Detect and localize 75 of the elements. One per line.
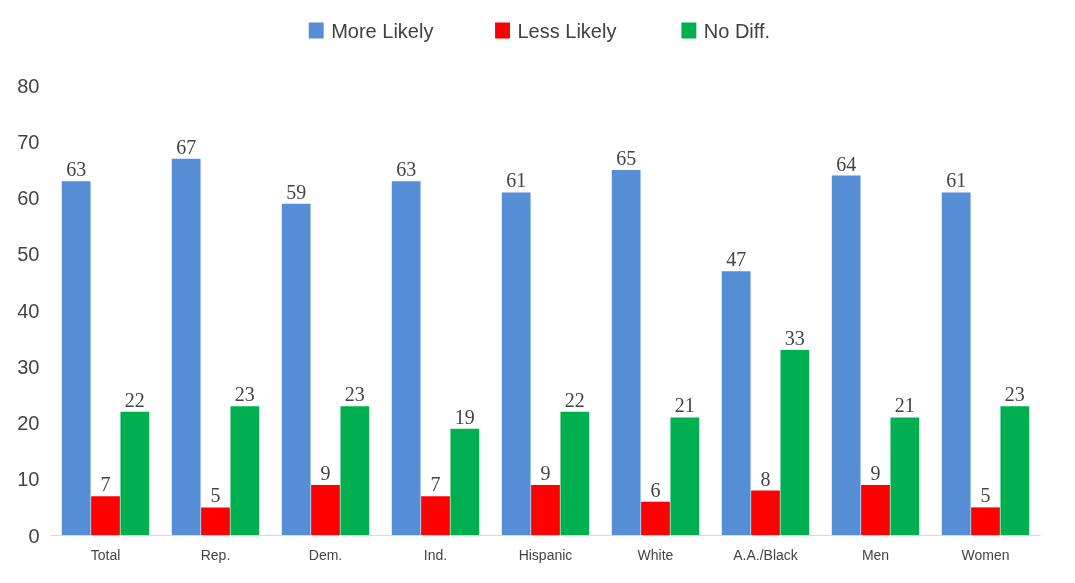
legend-label: No Diff. xyxy=(703,19,771,42)
bar xyxy=(1000,406,1030,536)
y-tick-label: 70 xyxy=(17,130,40,153)
bar xyxy=(501,192,531,536)
y-tick-label: 40 xyxy=(17,299,40,322)
data-label: 9 xyxy=(870,461,881,484)
data-label: 23 xyxy=(234,383,255,406)
bar xyxy=(721,271,751,536)
legend-label: Less Likely xyxy=(517,19,617,42)
bar xyxy=(450,428,480,536)
data-label: 7 xyxy=(430,473,441,496)
bar xyxy=(531,484,560,536)
bar xyxy=(311,484,340,536)
x-tick-label: Dem. xyxy=(308,546,343,563)
data-label: 21 xyxy=(674,394,695,417)
bar xyxy=(780,349,810,536)
bar xyxy=(91,496,120,536)
x-tick-label: White xyxy=(637,546,674,563)
bar xyxy=(281,203,311,536)
bar xyxy=(941,192,971,536)
data-label: 67 xyxy=(176,135,197,158)
bar xyxy=(391,181,421,536)
x-tick-label: Rep. xyxy=(200,546,231,563)
data-label: 21 xyxy=(894,394,915,417)
data-label: 61 xyxy=(506,169,527,192)
data-label: 33 xyxy=(784,326,805,349)
legend-label: More Likely xyxy=(331,19,434,42)
x-tick-label: Men xyxy=(861,546,890,563)
bar xyxy=(560,411,590,536)
x-tick-label: Total xyxy=(90,546,121,563)
bar xyxy=(171,158,201,536)
y-tick-label: 0 xyxy=(28,524,40,547)
bar xyxy=(61,181,91,536)
bar xyxy=(831,175,861,536)
bar xyxy=(971,507,1000,536)
bar xyxy=(670,417,700,536)
data-label: 23 xyxy=(344,383,365,406)
bar xyxy=(890,417,920,536)
bar xyxy=(611,169,641,536)
x-tick-label: Ind. xyxy=(423,546,448,563)
bar xyxy=(201,507,230,536)
data-label: 22 xyxy=(564,388,585,411)
bar xyxy=(751,490,780,536)
bar xyxy=(861,484,890,536)
bar xyxy=(120,411,150,536)
y-tick-label: 10 xyxy=(17,468,40,491)
data-label: 6 xyxy=(650,478,661,501)
data-label: 23 xyxy=(1004,383,1025,406)
data-label: 22 xyxy=(124,388,145,411)
data-label: 63 xyxy=(66,158,87,181)
data-label: 65 xyxy=(616,146,637,169)
x-tick-label: Women xyxy=(961,546,1010,563)
data-label: 9 xyxy=(540,461,551,484)
data-label: 19 xyxy=(454,405,475,428)
data-label: 63 xyxy=(396,158,417,181)
bar xyxy=(421,496,450,536)
bar xyxy=(641,501,670,536)
data-label: 7 xyxy=(100,473,111,496)
data-label: 5 xyxy=(210,484,221,507)
data-label: 5 xyxy=(980,484,991,507)
data-label: 64 xyxy=(836,152,857,175)
data-label: 59 xyxy=(286,180,307,203)
x-tick-label: Hispanic xyxy=(518,546,573,563)
data-label: 61 xyxy=(946,169,967,192)
data-label: 9 xyxy=(320,461,331,484)
data-label: 8 xyxy=(760,467,771,490)
y-tick-label: 80 xyxy=(17,74,40,97)
x-tick-label: A.A./Black xyxy=(733,546,799,563)
y-tick-label: 30 xyxy=(17,355,40,378)
y-tick-label: 60 xyxy=(17,187,40,209)
bar xyxy=(230,406,260,536)
data-label: 47 xyxy=(726,248,747,271)
y-tick-label: 50 xyxy=(17,243,40,266)
y-tick-label: 20 xyxy=(17,412,40,434)
bar xyxy=(340,406,370,536)
